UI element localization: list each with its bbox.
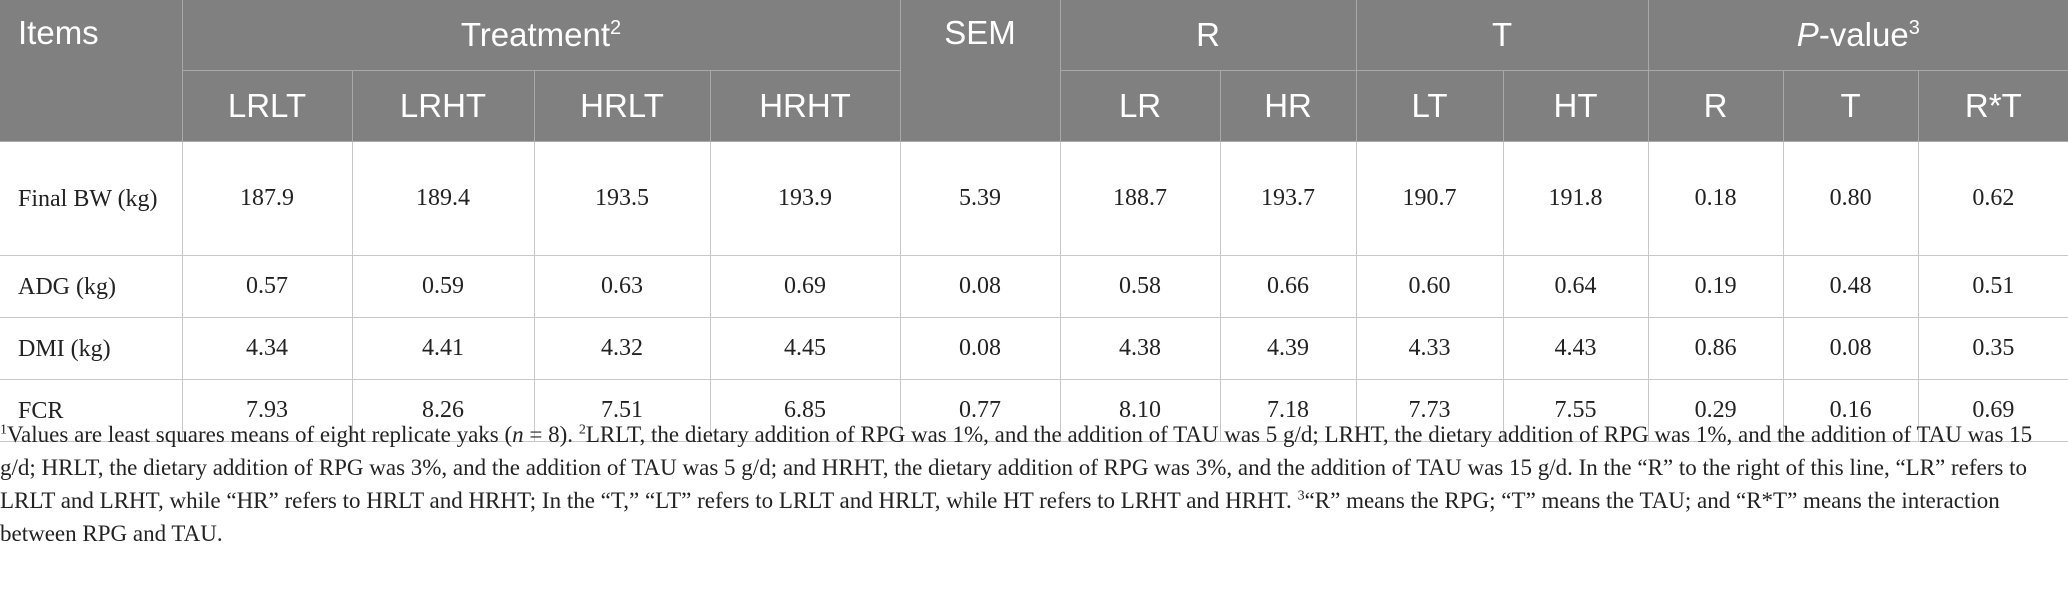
header-items: Items bbox=[0, 0, 183, 142]
table-cell: 0.58 bbox=[1060, 255, 1221, 318]
row-label: FCR bbox=[0, 379, 183, 442]
table-cell: 191.8 bbox=[1503, 141, 1649, 256]
subheader-p-r: R bbox=[1648, 70, 1784, 142]
subheader-lrht: LRHT bbox=[352, 70, 535, 142]
table-cell: 0.77 bbox=[900, 379, 1061, 442]
table-cell: 4.32 bbox=[534, 317, 711, 380]
table-cell: 0.66 bbox=[1220, 255, 1357, 318]
table-header: Items Treatment2 SEM R T P-value3 LRLT L… bbox=[0, 0, 2068, 142]
table-cell: 0.08 bbox=[1783, 317, 1919, 380]
table-cell: 8.26 bbox=[352, 379, 535, 442]
table-cell: 4.43 bbox=[1503, 317, 1649, 380]
footnote-marker-2: 2 bbox=[578, 422, 586, 438]
footnote-marker-1: 1 bbox=[0, 422, 7, 438]
table-footnote: 1Values are least squares means of eight… bbox=[0, 418, 2050, 550]
table-cell: 193.5 bbox=[534, 141, 711, 256]
table-row: FCR 7.93 8.26 7.51 6.85 0.77 8.10 7.18 7… bbox=[0, 379, 2068, 442]
table-cell: 7.73 bbox=[1356, 379, 1504, 442]
table-cell: 0.51 bbox=[1918, 255, 2068, 318]
table-cell: 7.18 bbox=[1220, 379, 1357, 442]
table-cell: 0.60 bbox=[1356, 255, 1504, 318]
table-cell: 0.86 bbox=[1648, 317, 1784, 380]
table-cell: 193.9 bbox=[710, 141, 901, 256]
table-cell: 193.7 bbox=[1220, 141, 1357, 256]
table-cell: 6.85 bbox=[710, 379, 901, 442]
footnote-text-1a: Values are least squares means of eight … bbox=[7, 422, 513, 447]
table-cell: 0.64 bbox=[1503, 255, 1649, 318]
table-cell: 0.35 bbox=[1918, 317, 2068, 380]
subheader-p-rt: R*T bbox=[1918, 70, 2068, 142]
header-treatment-sup: 2 bbox=[610, 17, 622, 39]
subheader-lt: LT bbox=[1356, 70, 1504, 142]
row-label: ADG (kg) bbox=[0, 255, 183, 318]
subheader-lrlt: LRLT bbox=[182, 70, 353, 142]
table-cell: 4.41 bbox=[352, 317, 535, 380]
header-treatment: Treatment2 bbox=[182, 0, 901, 71]
table-cell: 0.16 bbox=[1783, 379, 1919, 442]
table-cell: 0.69 bbox=[710, 255, 901, 318]
table-cell: 0.63 bbox=[534, 255, 711, 318]
table-cell: 4.38 bbox=[1060, 317, 1221, 380]
results-table: Items Treatment2 SEM R T P-value3 LRLT L… bbox=[0, 0, 2068, 442]
table-cell: 190.7 bbox=[1356, 141, 1504, 256]
subheader-hr: HR bbox=[1220, 70, 1357, 142]
header-pvalue-label: -value bbox=[1818, 16, 1909, 53]
header-r: R bbox=[1060, 0, 1357, 71]
table-cell: 0.59 bbox=[352, 255, 535, 318]
header-sem: SEM bbox=[900, 0, 1061, 142]
footnote-text-1b: = 8). bbox=[523, 422, 579, 447]
row-label: DMI (kg) bbox=[0, 317, 183, 380]
table-cell: 0.19 bbox=[1648, 255, 1784, 318]
table-row: Final BW (kg) 187.9 189.4 193.5 193.9 5.… bbox=[0, 141, 2068, 256]
subheader-hrht: HRHT bbox=[710, 70, 901, 142]
subheader-p-t: T bbox=[1783, 70, 1919, 142]
footnote-text-2: LRLT, the dietary addition of RPG was 1%… bbox=[0, 422, 2033, 513]
row-label: Final BW (kg) bbox=[0, 141, 183, 256]
table-body: Final BW (kg) 187.9 189.4 193.5 193.9 5.… bbox=[0, 141, 2068, 442]
table-cell: 0.80 bbox=[1783, 141, 1919, 256]
table-cell: 0.48 bbox=[1783, 255, 1919, 318]
table-cell: 7.93 bbox=[182, 379, 353, 442]
table-cell: 4.45 bbox=[710, 317, 901, 380]
header-pvalue-sup: 3 bbox=[1908, 17, 1920, 39]
subheader-ht: HT bbox=[1503, 70, 1649, 142]
table-cell: 189.4 bbox=[352, 141, 535, 256]
table-cell: 0.57 bbox=[182, 255, 353, 318]
footnote-text-3: “R” means the RPG; “T” means the TAU; an… bbox=[0, 488, 2000, 546]
table-cell: 0.08 bbox=[900, 255, 1061, 318]
table-cell: 4.39 bbox=[1220, 317, 1357, 380]
table-cell: 7.51 bbox=[534, 379, 711, 442]
header-pvalue-p: P bbox=[1796, 16, 1819, 53]
subheader-lr: LR bbox=[1060, 70, 1221, 142]
table-cell: 0.18 bbox=[1648, 141, 1784, 256]
table-cell: 4.34 bbox=[182, 317, 353, 380]
header-treatment-label: Treatment bbox=[460, 16, 611, 53]
table-cell: 188.7 bbox=[1060, 141, 1221, 256]
subheader-hrlt: HRLT bbox=[534, 70, 711, 142]
table-cell: 0.29 bbox=[1648, 379, 1784, 442]
table-cell: 4.33 bbox=[1356, 317, 1504, 380]
table-cell: 187.9 bbox=[182, 141, 353, 256]
header-t: T bbox=[1356, 0, 1649, 71]
header-pvalue: P-value3 bbox=[1648, 0, 2068, 71]
footnote-n: n bbox=[512, 422, 524, 447]
table-cell: 5.39 bbox=[900, 141, 1061, 256]
table-row: DMI (kg) 4.34 4.41 4.32 4.45 0.08 4.38 4… bbox=[0, 317, 2068, 380]
table-cell: 7.55 bbox=[1503, 379, 1649, 442]
footnote-marker-3: 3 bbox=[1297, 488, 1305, 504]
table-cell: 0.62 bbox=[1918, 141, 2068, 256]
table-row: ADG (kg) 0.57 0.59 0.63 0.69 0.08 0.58 0… bbox=[0, 255, 2068, 318]
table-container: Items Treatment2 SEM R T P-value3 LRLT L… bbox=[0, 0, 2068, 442]
table-cell: 8.10 bbox=[1060, 379, 1221, 442]
table-cell: 0.08 bbox=[900, 317, 1061, 380]
table-cell: 0.69 bbox=[1918, 379, 2068, 442]
